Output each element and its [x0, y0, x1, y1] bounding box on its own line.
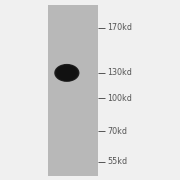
Ellipse shape: [60, 68, 74, 78]
Ellipse shape: [59, 67, 75, 79]
Text: 170kd: 170kd: [107, 23, 132, 32]
Ellipse shape: [58, 66, 76, 80]
Ellipse shape: [54, 64, 79, 82]
Ellipse shape: [55, 65, 78, 81]
Text: 70kd: 70kd: [107, 127, 127, 136]
Ellipse shape: [62, 70, 71, 76]
Text: 55kd: 55kd: [107, 158, 127, 166]
Bar: [48, 4, 98, 176]
Text: 130kd: 130kd: [107, 68, 132, 77]
Text: 100kd: 100kd: [107, 94, 132, 103]
Ellipse shape: [61, 69, 73, 77]
Ellipse shape: [57, 66, 77, 80]
